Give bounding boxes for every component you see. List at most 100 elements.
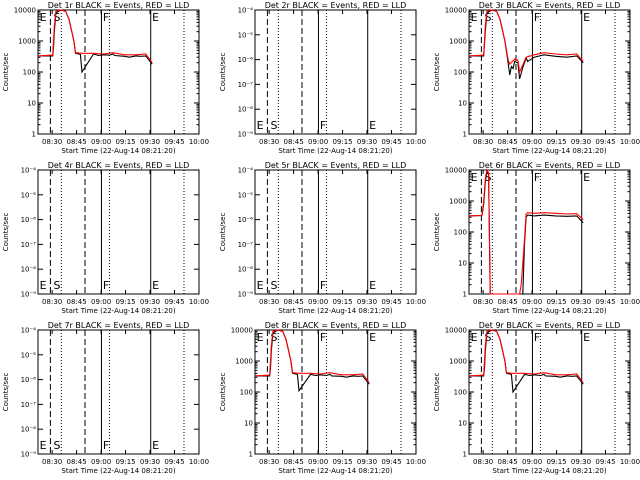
marker-f: F bbox=[320, 119, 326, 132]
x-tick-label: 08:30 bbox=[473, 298, 493, 306]
x-tick-label: 09:30 bbox=[357, 298, 377, 306]
x-tick-label: 08:45 bbox=[67, 458, 87, 466]
x-tick-label: 09:45 bbox=[381, 138, 401, 146]
x-tick-label: 09:30 bbox=[357, 458, 377, 466]
marker-s: S bbox=[270, 331, 277, 344]
series-lld-line bbox=[468, 9, 584, 74]
chart-det-4: Det 4r BLACK = Events, RED = LLD 08:30 08:… bbox=[2, 161, 209, 315]
y-tick-label: 100 bbox=[454, 69, 467, 77]
x-tick-label: 08:30 bbox=[42, 458, 62, 466]
x-tick-label: 08:45 bbox=[284, 458, 304, 466]
y-tick-label: 10000 bbox=[231, 327, 253, 335]
y-tick-label: 10⁻⁸ bbox=[21, 266, 37, 274]
x-tick-label: 09:00 bbox=[91, 138, 111, 146]
x-tick-label: 08:45 bbox=[67, 298, 87, 306]
marker-e: E bbox=[152, 439, 159, 452]
plot-frame bbox=[254, 329, 417, 455]
plot-frame bbox=[37, 9, 200, 135]
x-axis-label: Start Time (22-Aug-14 08:21:20) bbox=[278, 307, 392, 315]
x-tick-label: 09:00 bbox=[91, 298, 111, 306]
y-axis-label: Counts/sec bbox=[2, 373, 10, 412]
y-tick-label: 10⁻⁷ bbox=[238, 81, 254, 89]
x-tick-label: 08:30 bbox=[259, 458, 279, 466]
series-lld-line bbox=[468, 168, 584, 295]
x-tick-label: 10:00 bbox=[620, 138, 640, 146]
x-tick-label: 08:45 bbox=[284, 298, 304, 306]
marker-e: E bbox=[583, 11, 590, 24]
chart-det-7: Det 7r BLACK = Events, RED = LLD 08:30 08:… bbox=[2, 321, 209, 475]
x-tick-label: 10:00 bbox=[189, 298, 209, 306]
y-tick-label: 10⁻⁵ bbox=[238, 191, 254, 199]
x-tick-label: 10:00 bbox=[620, 298, 640, 306]
marker-s: S bbox=[484, 331, 491, 344]
y-tick-label: 10⁻⁸ bbox=[238, 106, 254, 114]
x-tick-label: 08:45 bbox=[498, 138, 518, 146]
chart-title: Det 3r BLACK = Events, RED = LLD bbox=[479, 1, 621, 10]
x-tick-label: 09:45 bbox=[164, 458, 184, 466]
x-tick-label: 09:45 bbox=[164, 298, 184, 306]
y-tick-label: 10⁻⁷ bbox=[21, 241, 37, 249]
x-tick-label: 09:00 bbox=[522, 458, 542, 466]
x-tick-label: 09:15 bbox=[332, 298, 352, 306]
plot-frame bbox=[468, 329, 631, 455]
marker-f: F bbox=[320, 331, 326, 344]
x-tick-label: 08:30 bbox=[473, 458, 493, 466]
x-tick-label: 09:45 bbox=[595, 298, 615, 306]
y-tick-label: 1 bbox=[463, 291, 467, 299]
marker-f: F bbox=[103, 11, 109, 24]
x-tick-label: 09:00 bbox=[308, 298, 328, 306]
x-tick-label: 08:30 bbox=[259, 138, 279, 146]
x-tick-label: 09:30 bbox=[140, 298, 160, 306]
y-tick-label: 100 bbox=[454, 229, 467, 237]
x-axis-label: Start Time (22-Aug-14 08:21:20) bbox=[492, 467, 606, 475]
x-tick-label: 09:30 bbox=[140, 138, 160, 146]
y-axis-label: Counts/sec bbox=[433, 213, 441, 252]
x-axis-label: Start Time (22-Aug-14 08:21:20) bbox=[492, 307, 606, 315]
x-tick-label: 09:30 bbox=[357, 138, 377, 146]
y-tick-label: 10⁻⁴ bbox=[238, 167, 254, 175]
y-tick-label: 10⁻⁴ bbox=[238, 7, 254, 15]
x-tick-label: 09:00 bbox=[522, 298, 542, 306]
plot-frame bbox=[37, 329, 200, 455]
marker-e: E bbox=[40, 279, 47, 292]
x-tick-label: 09:45 bbox=[381, 298, 401, 306]
series-events-line bbox=[468, 169, 584, 295]
y-tick-label: 1 bbox=[249, 451, 253, 459]
y-tick-label: 1 bbox=[32, 131, 36, 139]
y-tick-label: 10000 bbox=[445, 167, 467, 175]
x-tick-label: 09:00 bbox=[91, 458, 111, 466]
y-tick-label: 10⁻⁸ bbox=[21, 426, 37, 434]
x-tick-label: 09:30 bbox=[571, 138, 591, 146]
x-tick-label: 09:15 bbox=[115, 298, 135, 306]
chart-det-6: Det 6r BLACK = Events, RED = LLD 08:30 08:… bbox=[433, 161, 640, 315]
chart-title: Det 8r BLACK = Events, RED = LLD bbox=[265, 321, 407, 330]
y-tick-label: 100 bbox=[454, 389, 467, 397]
marker-s: S bbox=[53, 439, 60, 452]
marker-f: F bbox=[534, 331, 540, 344]
y-tick-label: 1000 bbox=[235, 358, 253, 366]
marker-s: S bbox=[484, 11, 491, 24]
marker-e: E bbox=[471, 171, 478, 184]
y-tick-label: 10⁻⁷ bbox=[21, 401, 37, 409]
marker-e: E bbox=[583, 171, 590, 184]
y-tick-label: 10⁻⁹ bbox=[238, 291, 254, 299]
marker-e: E bbox=[257, 119, 264, 132]
marker-e: E bbox=[369, 119, 376, 132]
y-tick-label: 100 bbox=[240, 389, 253, 397]
y-tick-label: 10000 bbox=[14, 7, 36, 15]
x-tick-label: 08:45 bbox=[498, 458, 518, 466]
y-axis-label: Counts/sec bbox=[2, 53, 10, 92]
y-tick-label: 1 bbox=[463, 451, 467, 459]
chart-det-5: Det 5r BLACK = Events, RED = LLD 08:30 08:… bbox=[219, 161, 426, 315]
x-tick-label: 09:15 bbox=[332, 458, 352, 466]
x-tick-label: 09:15 bbox=[546, 458, 566, 466]
x-tick-label: 10:00 bbox=[620, 458, 640, 466]
marker-e: E bbox=[40, 11, 47, 24]
x-tick-label: 09:15 bbox=[546, 138, 566, 146]
y-tick-label: 10⁻⁶ bbox=[238, 56, 254, 64]
chart-title: Det 9r BLACK = Events, RED = LLD bbox=[479, 321, 621, 330]
marker-e: E bbox=[471, 331, 478, 344]
x-axis-label: Start Time (22-Aug-14 08:21:20) bbox=[492, 147, 606, 155]
x-axis-label: Start Time (22-Aug-14 08:21:20) bbox=[278, 467, 392, 475]
